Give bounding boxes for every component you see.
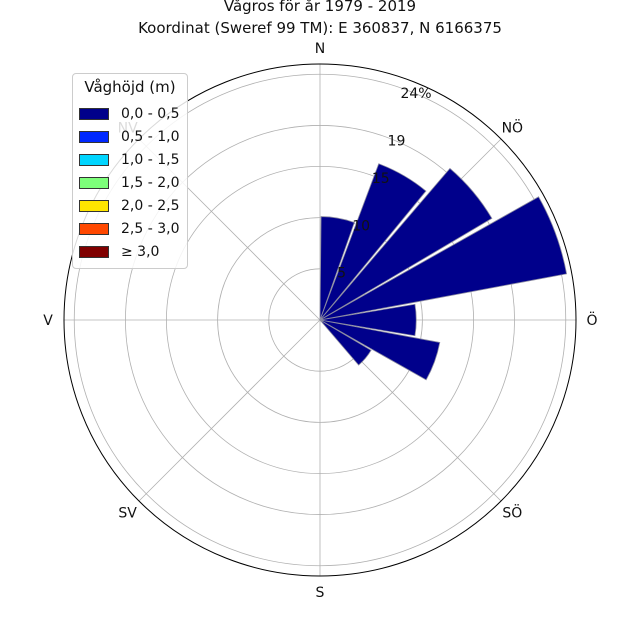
direction-label: SV bbox=[118, 505, 137, 521]
legend-item: 2,5 - 3,0 bbox=[79, 219, 179, 239]
bar-0-1 bbox=[319, 163, 427, 321]
radial-tick-label: 5 bbox=[337, 266, 346, 282]
legend-label: 1,5 - 2,0 bbox=[121, 175, 180, 191]
radial-tick-label: 19 bbox=[388, 133, 406, 149]
legend-item: 2,0 - 2,5 bbox=[79, 196, 179, 216]
direction-label: SÖ bbox=[502, 503, 522, 521]
legend-label: 0,0 - 0,5 bbox=[121, 106, 180, 122]
chart-title: Vågros för år 1979 - 2019 bbox=[223, 0, 417, 15]
bar-0-4 bbox=[319, 303, 417, 337]
legend-item: 0,0 - 0,5 bbox=[79, 104, 179, 124]
legend: Våghöjd (m) 0,0 - 0,5 0,5 - 1,0 1,0 - 1,5 1… bbox=[72, 73, 188, 269]
bars-layer bbox=[319, 163, 568, 381]
bar-0-5 bbox=[319, 319, 441, 381]
radial-tick-labels: 5 10 15 19 24% bbox=[337, 86, 431, 282]
legend-label: 2,5 - 3,0 bbox=[121, 221, 180, 237]
legend-swatch bbox=[79, 177, 109, 189]
legend-title: Våghöjd (m) bbox=[84, 78, 176, 96]
direction-label: N bbox=[315, 41, 325, 57]
legend-swatch bbox=[79, 223, 109, 235]
legend-item: ≥ 3,0 bbox=[79, 242, 159, 262]
legend-item: 1,0 - 1,5 bbox=[79, 150, 179, 170]
radial-tick-label: 24% bbox=[400, 86, 431, 102]
direction-label: V bbox=[43, 313, 53, 329]
legend-item: 0,5 - 1,0 bbox=[79, 127, 179, 147]
legend-swatch bbox=[79, 246, 109, 258]
bar-0-3 bbox=[319, 196, 568, 321]
outer-frame bbox=[63, 63, 577, 577]
legend-item: 1,5 - 2,0 bbox=[79, 173, 179, 193]
bar-0-6 bbox=[319, 319, 372, 366]
legend-label: ≥ 3,0 bbox=[121, 244, 160, 260]
legend-swatch bbox=[79, 154, 109, 166]
legend-swatch bbox=[79, 108, 109, 120]
legend-swatch bbox=[79, 131, 109, 143]
legend-swatch bbox=[79, 200, 109, 212]
grid-spoke bbox=[138, 319, 321, 502]
radial-tick-label: 15 bbox=[372, 171, 390, 187]
legend-label: 0,5 - 1,0 bbox=[121, 129, 180, 145]
chart-subtitle: Koordinat (Sweref 99 TM): E 360837, N 61… bbox=[138, 19, 502, 37]
direction-label: S bbox=[316, 585, 325, 601]
bar-0-2 bbox=[319, 167, 493, 321]
legend-label: 2,0 - 2,5 bbox=[121, 198, 180, 214]
bar-0-0 bbox=[319, 216, 355, 321]
legend-label: 1,0 - 1,5 bbox=[121, 152, 180, 168]
radial-tick-label: 10 bbox=[352, 218, 370, 234]
direction-label: Ö bbox=[586, 311, 597, 329]
direction-label: NÖ bbox=[502, 119, 524, 137]
